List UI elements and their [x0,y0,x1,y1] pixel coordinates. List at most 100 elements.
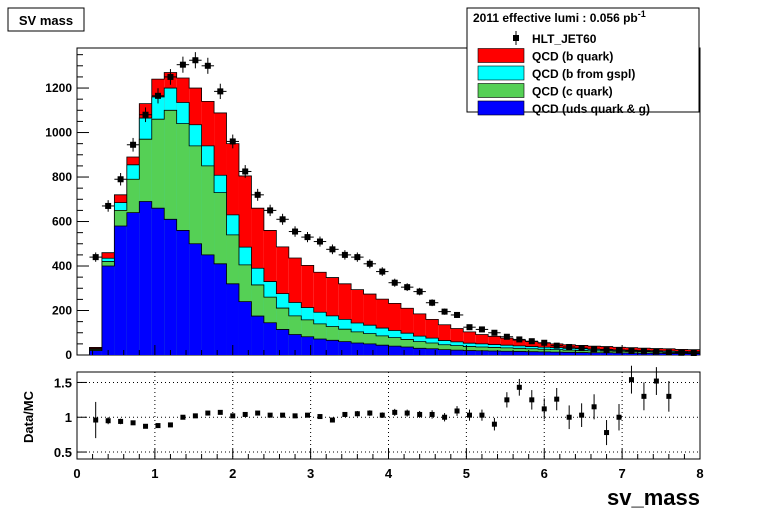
ratio-point [167,422,173,428]
data-point [92,254,99,261]
title-text: SV mass [19,13,73,28]
ratio-point [404,410,410,416]
hist-bar [151,208,165,355]
hist-bar [438,349,451,355]
ratio-point [429,411,435,417]
ratio-point [641,393,647,399]
main-axes: 0 200 400 600 800 1000 1200 [45,54,701,362]
data-point [117,176,124,183]
ratio-point [143,423,149,429]
data-point [217,88,224,95]
legend-entry-qcd-c-quark: QCD (c quark) [477,83,613,99]
ratio-point [367,410,373,416]
hist-bar [550,352,563,355]
data-point [640,348,647,355]
legend-entry-hlt-jet60: HLT_JET60 [513,31,597,46]
data-point [329,246,336,253]
data-points [89,52,700,356]
legend-swatch [477,48,525,63]
ratio-y-tick-label: 1 [65,410,72,425]
ratio-point [541,406,547,412]
y-tick-label: 1200 [45,81,72,95]
legend-swatch [477,100,525,116]
hist-bar [376,345,389,355]
y-tick-label: 0 [65,348,72,362]
hist-bar [114,225,127,355]
data-point [142,111,149,118]
y-tick-label: 800 [52,170,72,184]
data-point [242,168,249,175]
ratio-points [93,365,672,446]
data-point [478,326,485,333]
data-point [678,349,685,356]
hist-bar [126,212,140,355]
ratio-plot-frame [76,371,701,460]
data-point [304,234,311,241]
ratio-point [516,384,522,390]
ratio-axes: 0.5 1 1.5 0 1 2 3 4 5 6 7 8 [54,375,704,481]
x-tick-label: 1 [151,466,158,481]
hist-bar [313,338,327,355]
data-point [254,191,261,198]
ratio-point [317,414,323,420]
data-point [341,251,348,258]
data-point [578,345,585,352]
hist-bar [425,348,439,355]
legend-label: QCD (b from gspl) [532,67,635,81]
hist-bar [587,352,601,355]
ratio-point [529,397,535,403]
hist-bar [276,329,289,355]
data-point [516,336,523,343]
hist-bar [625,352,638,355]
x-tick-label: 2 [229,466,236,481]
y-tick-label: 600 [52,215,72,229]
legend-header: 2011 effective lumi : 0.056 pb-1 [473,9,646,25]
data-point [192,57,199,64]
hist-bar [388,346,401,355]
ratio-point [616,414,622,420]
y-tick-label: 400 [52,259,72,273]
ratio-point [579,412,585,418]
data-point [167,73,174,80]
data-point [528,338,535,345]
legend: 2011 effective lumi : 0.056 pb-1 HLT_JET… [466,7,700,116]
ratio-point [267,412,273,418]
data-point [541,339,548,346]
ratio-point [255,410,261,416]
legend-label: QCD (uds quark & g) [532,102,650,116]
ratio-point [130,420,136,426]
ratio-point [591,404,597,410]
hist-bar [263,322,277,355]
hist-outline [77,109,701,356]
ratio-point [666,393,672,399]
hist-bar [363,343,377,355]
data-point [503,333,510,340]
hist-bar [288,334,302,355]
legend-swatch [477,65,525,81]
data-point [391,279,398,286]
data-point [591,346,598,353]
ratio-point [554,396,560,402]
data-point [429,299,436,306]
ratio-point [653,378,659,384]
hist-bar [450,350,464,355]
ratio-point [105,418,111,424]
hist-bar [400,346,414,355]
data-point [416,288,423,295]
hist-bar [164,219,177,355]
data-point [628,347,635,354]
hist-bar [139,201,152,355]
ratio-point [417,411,423,417]
ratio-point [305,412,311,418]
hist-bar [525,351,539,355]
y-tick-label: 200 [52,304,72,318]
title-box: SV mass [7,7,85,32]
legend-label: QCD (c quark) [532,85,613,99]
ratio-point [491,421,497,427]
data-point [105,202,112,209]
hist-bar [201,254,215,355]
ratio-point [155,423,161,429]
ratio-point [454,408,460,414]
ratio-point [466,412,472,418]
